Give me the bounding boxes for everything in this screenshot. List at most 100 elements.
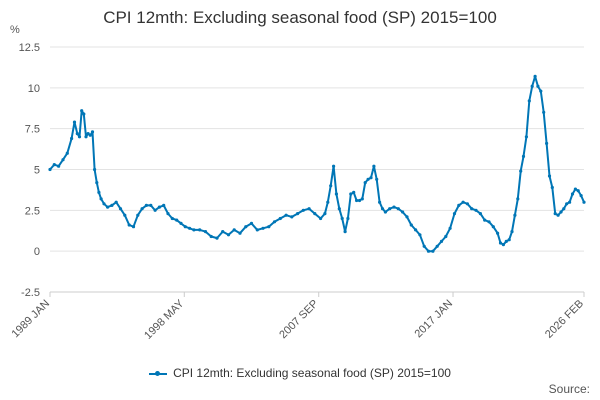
data-point [323,212,327,216]
data-point [496,231,500,235]
data-point [301,208,305,212]
data-point [378,200,382,204]
data-point [157,205,161,209]
data-point [510,230,514,234]
y-tick-label: 0 [34,246,40,258]
data-point [188,226,192,230]
data-point [483,218,487,222]
series-layer [48,74,586,253]
data-point [75,132,79,136]
data-point [90,130,95,134]
data-point [547,174,552,178]
data-point [337,207,341,211]
y-tick-label: 12.5 [19,42,40,54]
data-point [465,202,469,206]
data-point [369,176,373,180]
data-point [209,234,213,239]
data-point [355,198,359,203]
data-point [329,184,333,188]
data-point [82,112,86,116]
x-tick-label: 2007 SEP [277,298,321,342]
data-point [238,231,242,235]
data-point [383,210,387,214]
data-point [405,215,409,219]
data-point [487,220,491,224]
y-axis-ticks: 12.5 10 7.5 5 2.5 0 -2.5 [19,42,40,299]
data-point [401,210,405,214]
data-point [568,200,572,204]
data-point [296,212,300,216]
data-point [343,230,347,234]
data-point [431,249,435,253]
data-point [545,141,549,145]
data-point [542,110,546,114]
data-point [72,120,77,124]
y-tick-label: 10 [28,83,40,95]
data-point [579,194,583,198]
data-point [372,164,376,168]
data-point [570,192,575,196]
data-point [565,202,569,206]
x-axis-ticks: 1989 JAN 1998 MAY 2007 SEP 2017 JAN 2026 FEB [9,292,586,342]
y-axis-unit-label: % [10,24,20,36]
data-point [95,181,99,185]
data-point [435,244,439,248]
y-tick-label: 2.5 [25,205,40,217]
legend-label: CPI 12mth: Excluding seasonal food (SP) … [173,366,451,380]
data-point [319,216,323,221]
data-point [255,228,259,232]
data-point [357,198,362,203]
data-point [77,135,82,139]
data-point [203,230,208,234]
data-point [392,205,396,209]
data-point [170,216,174,221]
data-point [226,233,231,237]
data-point [114,200,118,204]
data-point [414,228,418,232]
data-point [123,213,127,217]
data-point [166,212,170,216]
data-point [519,169,523,173]
data-point [559,210,563,214]
data-point [533,74,537,78]
chart-title: CPI 12mth: Excluding seasonal food (SP) … [103,8,497,27]
data-point [86,132,90,136]
data-point [375,177,379,181]
data-point [70,136,74,141]
data-point [153,208,157,212]
data-point [501,243,505,247]
data-point [527,99,531,103]
y-tick-label: 5 [34,165,40,177]
y-tick-label: -2.5 [21,287,40,299]
data-point [88,133,92,137]
data-point [221,230,225,234]
data-point [360,197,364,201]
data-point [144,203,148,207]
data-point [118,207,123,211]
data-point [57,164,61,168]
data-point [498,241,503,245]
data-point [504,239,508,243]
x-tick-label: 2017 JAN [412,298,455,341]
data-point [261,226,265,230]
data-point [461,200,465,204]
y-tick-label: 7.5 [25,124,40,136]
data-point [426,249,431,253]
data-point [332,164,336,168]
data-point [48,167,52,172]
data-point [278,216,282,221]
data-point [553,212,557,216]
data-point [521,154,526,158]
data-point [474,208,478,212]
data-point [439,239,444,243]
data-point [562,207,566,211]
data-point [380,207,385,211]
data-point [215,236,219,240]
data-point [334,192,338,196]
data-point [418,233,422,237]
data-point [349,192,353,196]
data-point [267,225,271,229]
data-point [136,213,140,217]
data-point [127,223,131,227]
data-point [175,218,179,222]
